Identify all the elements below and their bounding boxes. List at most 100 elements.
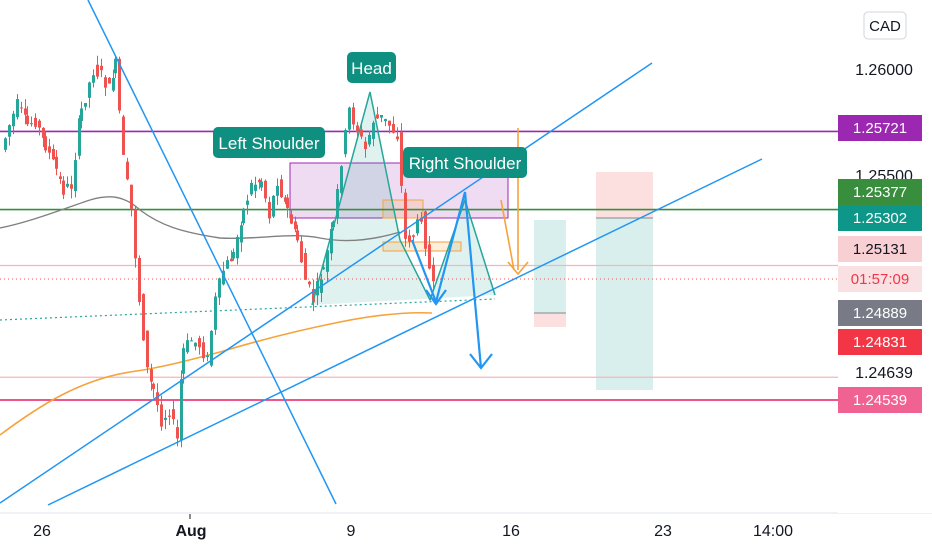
candle-body <box>360 129 363 137</box>
candle-body <box>26 115 29 125</box>
price-tag-label: 1.24539 <box>853 392 907 409</box>
candle-body <box>264 180 267 199</box>
candle-body <box>368 134 371 145</box>
candle-body <box>164 417 167 420</box>
candle-body <box>432 264 435 282</box>
orange-arrow-1[interactable] <box>500 199 515 271</box>
price-tag-2[interactable]: 1.25302 <box>838 205 922 231</box>
candle-body <box>218 278 221 298</box>
candle-body <box>80 108 83 122</box>
price-tag-4[interactable]: 01:57:09 <box>838 266 922 292</box>
position-stop-zone-small[interactable] <box>534 313 566 327</box>
price-tag-label: 1.24831 <box>853 334 907 351</box>
price-tag-bg <box>838 236 922 262</box>
y-tick-1-26000: 1.26000 <box>855 62 913 79</box>
price-tag-bg <box>838 266 922 292</box>
annotation-right-shoulder-text: Right Shoulder <box>409 154 522 173</box>
candle-body <box>388 120 391 126</box>
candle-body <box>4 138 7 150</box>
price-tag-3[interactable]: 1.25131 <box>838 236 922 262</box>
price-tag-label: 1.24889 <box>853 305 907 322</box>
time-axis-labels: 26 Aug 9 16 23 14:00 <box>33 523 793 540</box>
candle-body <box>376 114 379 119</box>
price-tag-7[interactable]: 1.24539 <box>838 387 922 413</box>
x-tick-1400: 14:00 <box>753 523 793 540</box>
candle-body <box>126 161 129 180</box>
candle-body <box>300 241 303 263</box>
candle-body <box>130 184 133 209</box>
candle-body <box>168 415 171 417</box>
annotation-left-shoulder[interactable]: Left Shoulder <box>213 127 325 158</box>
candle-body <box>182 348 185 374</box>
price-tag-label: 1.25721 <box>853 120 907 137</box>
trendline-ascending-1[interactable] <box>0 62 653 504</box>
candle-body <box>296 230 299 241</box>
candle-body <box>240 225 243 243</box>
price-tag-5[interactable]: 1.24889 <box>838 300 922 326</box>
candle-body <box>78 118 81 156</box>
candle-body <box>206 355 209 358</box>
candle-body <box>344 130 347 155</box>
candle-body <box>284 197 287 202</box>
candle-body <box>112 77 115 91</box>
candle-body <box>420 218 423 222</box>
candle-body <box>322 267 325 270</box>
candle-body <box>408 235 411 242</box>
currency-badge[interactable]: CAD <box>863 11 907 40</box>
candle-body <box>396 136 399 140</box>
x-tick-aug: Aug <box>175 523 206 540</box>
price-tag-bg <box>838 205 922 231</box>
x-tick-26: 26 <box>33 523 51 540</box>
candle-body <box>176 427 179 439</box>
price-tag-label: 1.25131 <box>853 241 907 258</box>
price-tag-6[interactable]: 1.24831 <box>838 329 922 355</box>
projection-zigzag[interactable] <box>410 191 483 369</box>
candle-body <box>114 58 117 74</box>
price-tag-bg <box>838 329 922 355</box>
orange-box-2[interactable] <box>382 241 462 252</box>
x-tick-23: 23 <box>654 523 672 540</box>
candle-body <box>38 120 41 128</box>
candle-body <box>400 132 403 186</box>
candle-body <box>392 124 395 133</box>
y-tick-1-24639: 1.24639 <box>855 365 913 382</box>
annotation-left-shoulder-text: Left Shoulder <box>218 134 319 153</box>
candle-body <box>194 342 197 347</box>
time-axis[interactable] <box>0 514 932 550</box>
projection-arrowhead-1 <box>425 289 447 306</box>
price-tags: 1.25721 1.25377 1.25302 1.25131 01:57:09 1.24… <box>838 115 922 413</box>
candle-body <box>104 77 107 88</box>
candle-body <box>384 118 387 122</box>
candle-body <box>16 99 19 118</box>
candle-body <box>412 235 415 237</box>
candle-body <box>70 184 73 189</box>
candle-body <box>96 64 99 77</box>
currency-badge-text: CAD <box>869 18 901 35</box>
price-tag-1[interactable]: 1.25377 <box>838 179 922 205</box>
price-tag-0[interactable]: 1.25721 <box>838 115 922 141</box>
candle-body <box>242 208 245 224</box>
candle-body <box>134 209 137 259</box>
candle-body <box>108 77 111 84</box>
position-stop-zone-large[interactable] <box>596 172 653 218</box>
candle-body <box>260 181 263 188</box>
candle-body <box>146 330 149 368</box>
candle-body <box>24 108 27 115</box>
candle-body <box>52 148 55 160</box>
trendline-descending[interactable] <box>87 0 337 505</box>
candle-body <box>100 65 103 71</box>
candle-body <box>84 103 87 107</box>
annotation-right-shoulder[interactable]: Right Shoulder <box>403 147 527 178</box>
candle-body <box>66 183 69 187</box>
drawings-layer[interactable] <box>0 0 763 506</box>
annotation-head-text: Head <box>351 59 392 78</box>
candle-body <box>258 179 261 183</box>
candle-body <box>268 202 271 219</box>
position-target-zone-large[interactable] <box>596 218 653 390</box>
annotation-head[interactable]: Head <box>347 52 396 83</box>
trendline-ascending-2[interactable] <box>47 158 763 506</box>
candle-body <box>122 116 125 155</box>
candle-body <box>62 180 65 195</box>
